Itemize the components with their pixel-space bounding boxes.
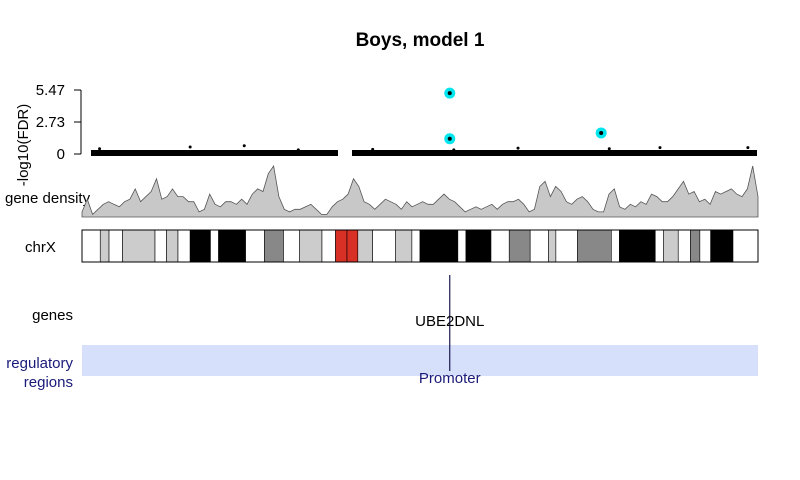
cytoband	[654, 229, 664, 263]
y-axis-label: -log10(FDR)	[15, 104, 32, 187]
data-point	[296, 148, 300, 152]
cytoband	[189, 229, 211, 263]
cytoband	[346, 229, 359, 263]
y-tick-label: 2.73	[36, 114, 65, 131]
cytoband	[577, 229, 612, 263]
cytoband	[108, 229, 123, 263]
highlight-dot	[447, 136, 452, 141]
cytoband	[710, 229, 734, 263]
chart-title: Boys, model 1	[356, 30, 485, 51]
highlighted-point	[444, 133, 456, 145]
gene-label: UBE2DNL	[415, 313, 484, 330]
data-point	[746, 146, 750, 150]
cytoband	[411, 229, 421, 263]
cytoband	[210, 229, 219, 263]
data-point	[188, 145, 192, 149]
highlighted-point	[595, 127, 607, 139]
highlight-dot	[447, 91, 452, 96]
cytoband	[619, 229, 656, 263]
cytoband	[529, 229, 549, 263]
cytoband	[465, 229, 492, 263]
cytoband	[283, 229, 300, 263]
regulatory-label-line1: regulatory	[6, 355, 73, 372]
y-tick-label: 0	[57, 146, 65, 163]
cytoband	[357, 229, 373, 263]
cytoband	[372, 229, 396, 263]
highlight-dot	[599, 130, 604, 135]
cytoband	[690, 229, 701, 263]
cytoband	[548, 229, 557, 263]
cytoband	[245, 229, 265, 263]
cytoband	[177, 229, 191, 263]
snp-baseline-left	[91, 150, 338, 156]
regulatory-band	[82, 345, 758, 376]
data-point	[658, 146, 662, 150]
gene-density-area	[81, 164, 759, 218]
gene-density-label: gene density	[5, 190, 91, 207]
cytoband	[321, 229, 336, 263]
y-tick-label: 5.47	[36, 82, 65, 99]
data-point	[371, 147, 375, 151]
genes-track-label: genes	[32, 307, 73, 324]
highlighted-points	[444, 87, 607, 145]
highlighted-point	[444, 87, 456, 99]
cytoband	[335, 229, 348, 263]
cytoband	[154, 229, 167, 263]
regulatory-label-line2: regions	[24, 374, 73, 391]
manhattan-panel: 5.47 2.73 0 -log10(FDR)	[15, 82, 757, 186]
data-point	[242, 144, 246, 148]
cytoband	[699, 229, 711, 263]
cytoband	[732, 229, 759, 263]
data-point	[516, 146, 520, 150]
cytoband	[611, 229, 620, 263]
cytoband	[508, 229, 531, 263]
cytoband	[419, 229, 459, 263]
cytoband	[490, 229, 510, 263]
snp-baseline-right	[352, 150, 757, 156]
cytoband	[663, 229, 679, 263]
cytoband	[218, 229, 246, 263]
data-point	[98, 147, 102, 151]
cytoband	[677, 229, 691, 263]
cytoband	[99, 229, 110, 263]
regulatory-region-label: Promoter	[419, 370, 481, 387]
data-point	[452, 148, 456, 152]
cytoband	[264, 229, 284, 263]
background-points	[98, 144, 750, 152]
cytoband	[166, 229, 179, 263]
cytoband	[299, 229, 323, 263]
ideogram-border	[81, 229, 759, 263]
data-point	[607, 147, 611, 151]
chromosome-label: chrX	[25, 239, 56, 256]
chromosome-ideogram	[81, 229, 759, 263]
cytoband	[457, 229, 467, 263]
cytoband	[122, 229, 156, 263]
cytoband	[555, 229, 578, 263]
cytoband	[81, 229, 101, 263]
cytoband	[395, 229, 413, 263]
